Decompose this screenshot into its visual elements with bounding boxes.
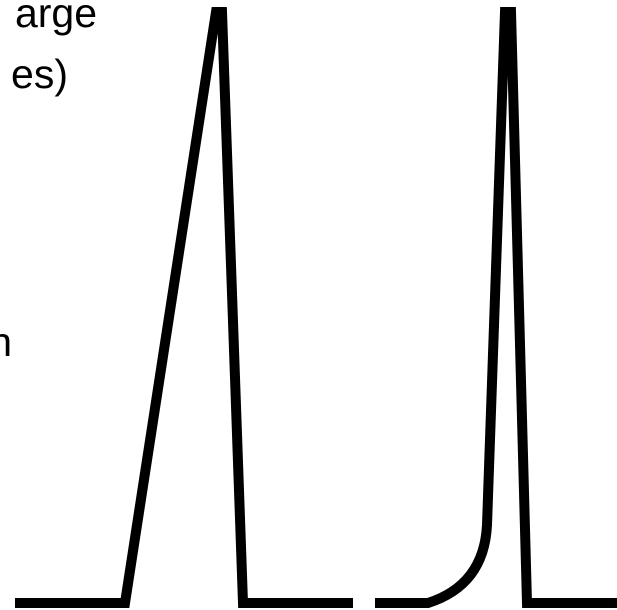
linear-pulse (15, 6, 353, 608)
label: n (0, 319, 12, 365)
curved-pulse (375, 6, 617, 608)
label: es) (11, 51, 68, 97)
label: arge (15, 0, 97, 36)
